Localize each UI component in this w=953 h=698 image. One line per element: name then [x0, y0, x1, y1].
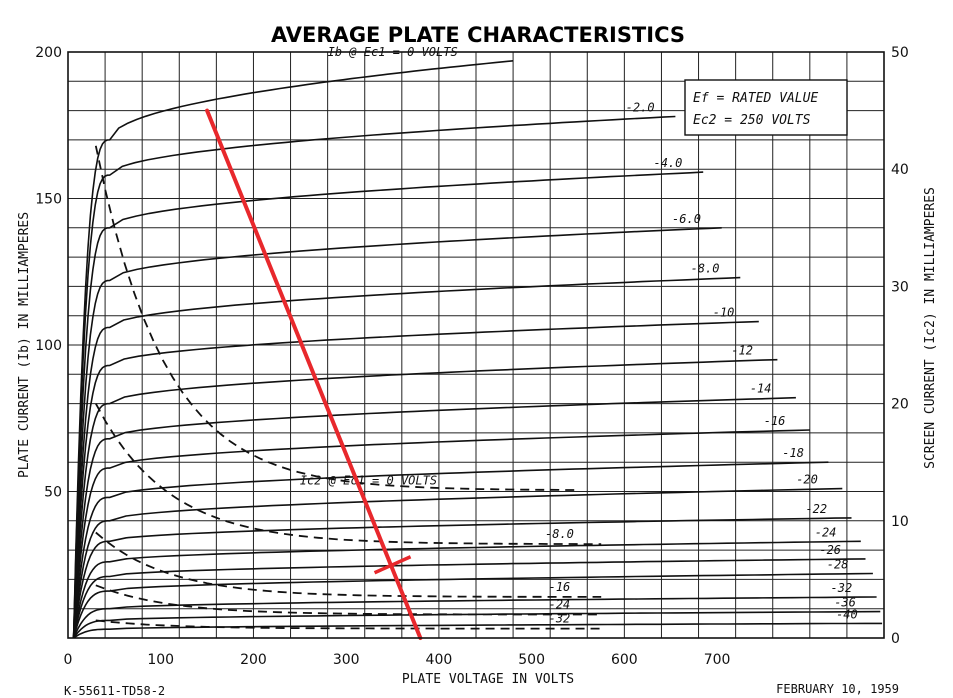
- grid: [68, 52, 884, 638]
- plate-curve: [72, 358, 778, 639]
- plate-curve: [72, 572, 873, 639]
- y2-tick-label: 10: [891, 514, 909, 530]
- x-tick-label: 400: [426, 652, 453, 668]
- screen-curve: [95, 619, 602, 630]
- y2-tick-label: 40: [891, 162, 909, 178]
- plate-curve-label: -4.0: [653, 156, 682, 170]
- condition-filament: Ef = RATED VALUE: [693, 91, 818, 106]
- screen-curve: [95, 584, 602, 616]
- screen-curve: [95, 531, 602, 598]
- load-line: [205, 108, 423, 640]
- screen-curves: Ic2 @ Ec1 = 0 VOLTS -8.0 -16 -24-32: [94, 145, 602, 630]
- plate-curve-label: -12: [731, 344, 753, 358]
- plate-curve-label: -32: [831, 581, 853, 595]
- plot-frame: [67, 51, 885, 639]
- screen-curve-label: -24: [549, 598, 571, 612]
- footer-date: FEBRUARY 10, 1959: [776, 682, 899, 696]
- screen-curve-label: -32: [549, 612, 571, 626]
- plate-curve: [72, 320, 759, 639]
- plate-curve-label: -10: [713, 306, 735, 320]
- x-tick-label: 500: [518, 652, 545, 668]
- x-tick-label: 200: [240, 652, 267, 668]
- plate-curve: [72, 461, 829, 639]
- x-tick-label: 700: [704, 652, 731, 668]
- plate-curve: [72, 115, 676, 639]
- load-line-segment: [205, 108, 423, 640]
- y-tick-label: 100: [35, 338, 62, 354]
- screen-curve: [94, 145, 578, 491]
- plate-curve-label: -40: [836, 607, 858, 621]
- plate-curve: [72, 171, 704, 639]
- plate-curves: Ib @ Ec1 = 0 VOLTS-2.0-4.0-6.0-8.0-10-12…: [72, 45, 883, 639]
- operating-point-tick: [373, 555, 412, 575]
- plate-curve: [72, 487, 843, 639]
- plate-curve: [72, 396, 796, 639]
- chart-title: AVERAGE PLATE CHARACTERISTICS: [271, 23, 685, 47]
- conditions-box: Ef = RATED VALUE Ec2 = 250 VOLTS: [684, 79, 848, 136]
- plate-curve-label: -18: [782, 446, 804, 460]
- plate-curve: [72, 540, 861, 639]
- y2-tick-label: 30: [891, 279, 909, 295]
- plate-curve: [72, 596, 877, 639]
- plate-curve-label: -24: [815, 525, 837, 539]
- y-tick-label: 50: [44, 485, 62, 501]
- y2-tick-label: 50: [891, 45, 909, 61]
- x-tick-label: 0: [64, 652, 73, 668]
- y2-axis-label: SCREEN CURRENT (Ic2) IN MILLIAMPERES: [923, 187, 938, 469]
- plate-curve: [72, 517, 852, 639]
- x-tick-label: 600: [611, 652, 638, 668]
- y2-tick-label: 20: [891, 397, 909, 413]
- plate-curve: [72, 558, 866, 639]
- plate-curve: [73, 622, 883, 639]
- plate-curve-label: -14: [750, 382, 772, 396]
- y-axis-label: PLATE CURRENT (Ib) IN MILLIAMPERES: [17, 212, 32, 478]
- screen-curve-label: Ic2 @ Ec1 = 0 VOLTS: [300, 473, 437, 487]
- tick-labels: 0 100 200 300 400 500 600 700 50 100 150 200 0 10 20 30…: [35, 45, 909, 668]
- plate-curve: [72, 60, 514, 639]
- footer-drawing-number: K-55611-TD58-2: [64, 684, 165, 698]
- x-axis-label: PLATE VOLTAGE IN VOLTS: [402, 672, 574, 687]
- screen-curve-label: -16: [549, 580, 571, 594]
- plate-curve-label: -6.0: [672, 212, 701, 226]
- condition-screen-voltage: Ec2 = 250 VOLTS: [693, 113, 811, 128]
- screen-curve-label: -8.0: [545, 527, 574, 541]
- plate-curve-label: -28: [827, 558, 849, 572]
- plate-curve-label: -36: [834, 596, 856, 610]
- y-tick-label: 200: [35, 45, 62, 61]
- plate-curve-label: -20: [796, 473, 818, 487]
- y2-tick-label: 0: [891, 631, 900, 647]
- plate-curve: [72, 276, 741, 639]
- plate-curve-label: -2.0: [626, 100, 655, 114]
- plate-curve-label: -26: [819, 543, 841, 557]
- y-tick-label: 150: [35, 192, 62, 208]
- x-tick-label: 100: [147, 652, 174, 668]
- x-tick-label: 300: [333, 652, 360, 668]
- plate-curve: [72, 227, 722, 639]
- screen-curve: [95, 403, 602, 545]
- plate-curve-label: -16: [764, 414, 786, 428]
- plate-curve-label: -8.0: [691, 262, 720, 276]
- plate-curve-label: -22: [805, 502, 827, 516]
